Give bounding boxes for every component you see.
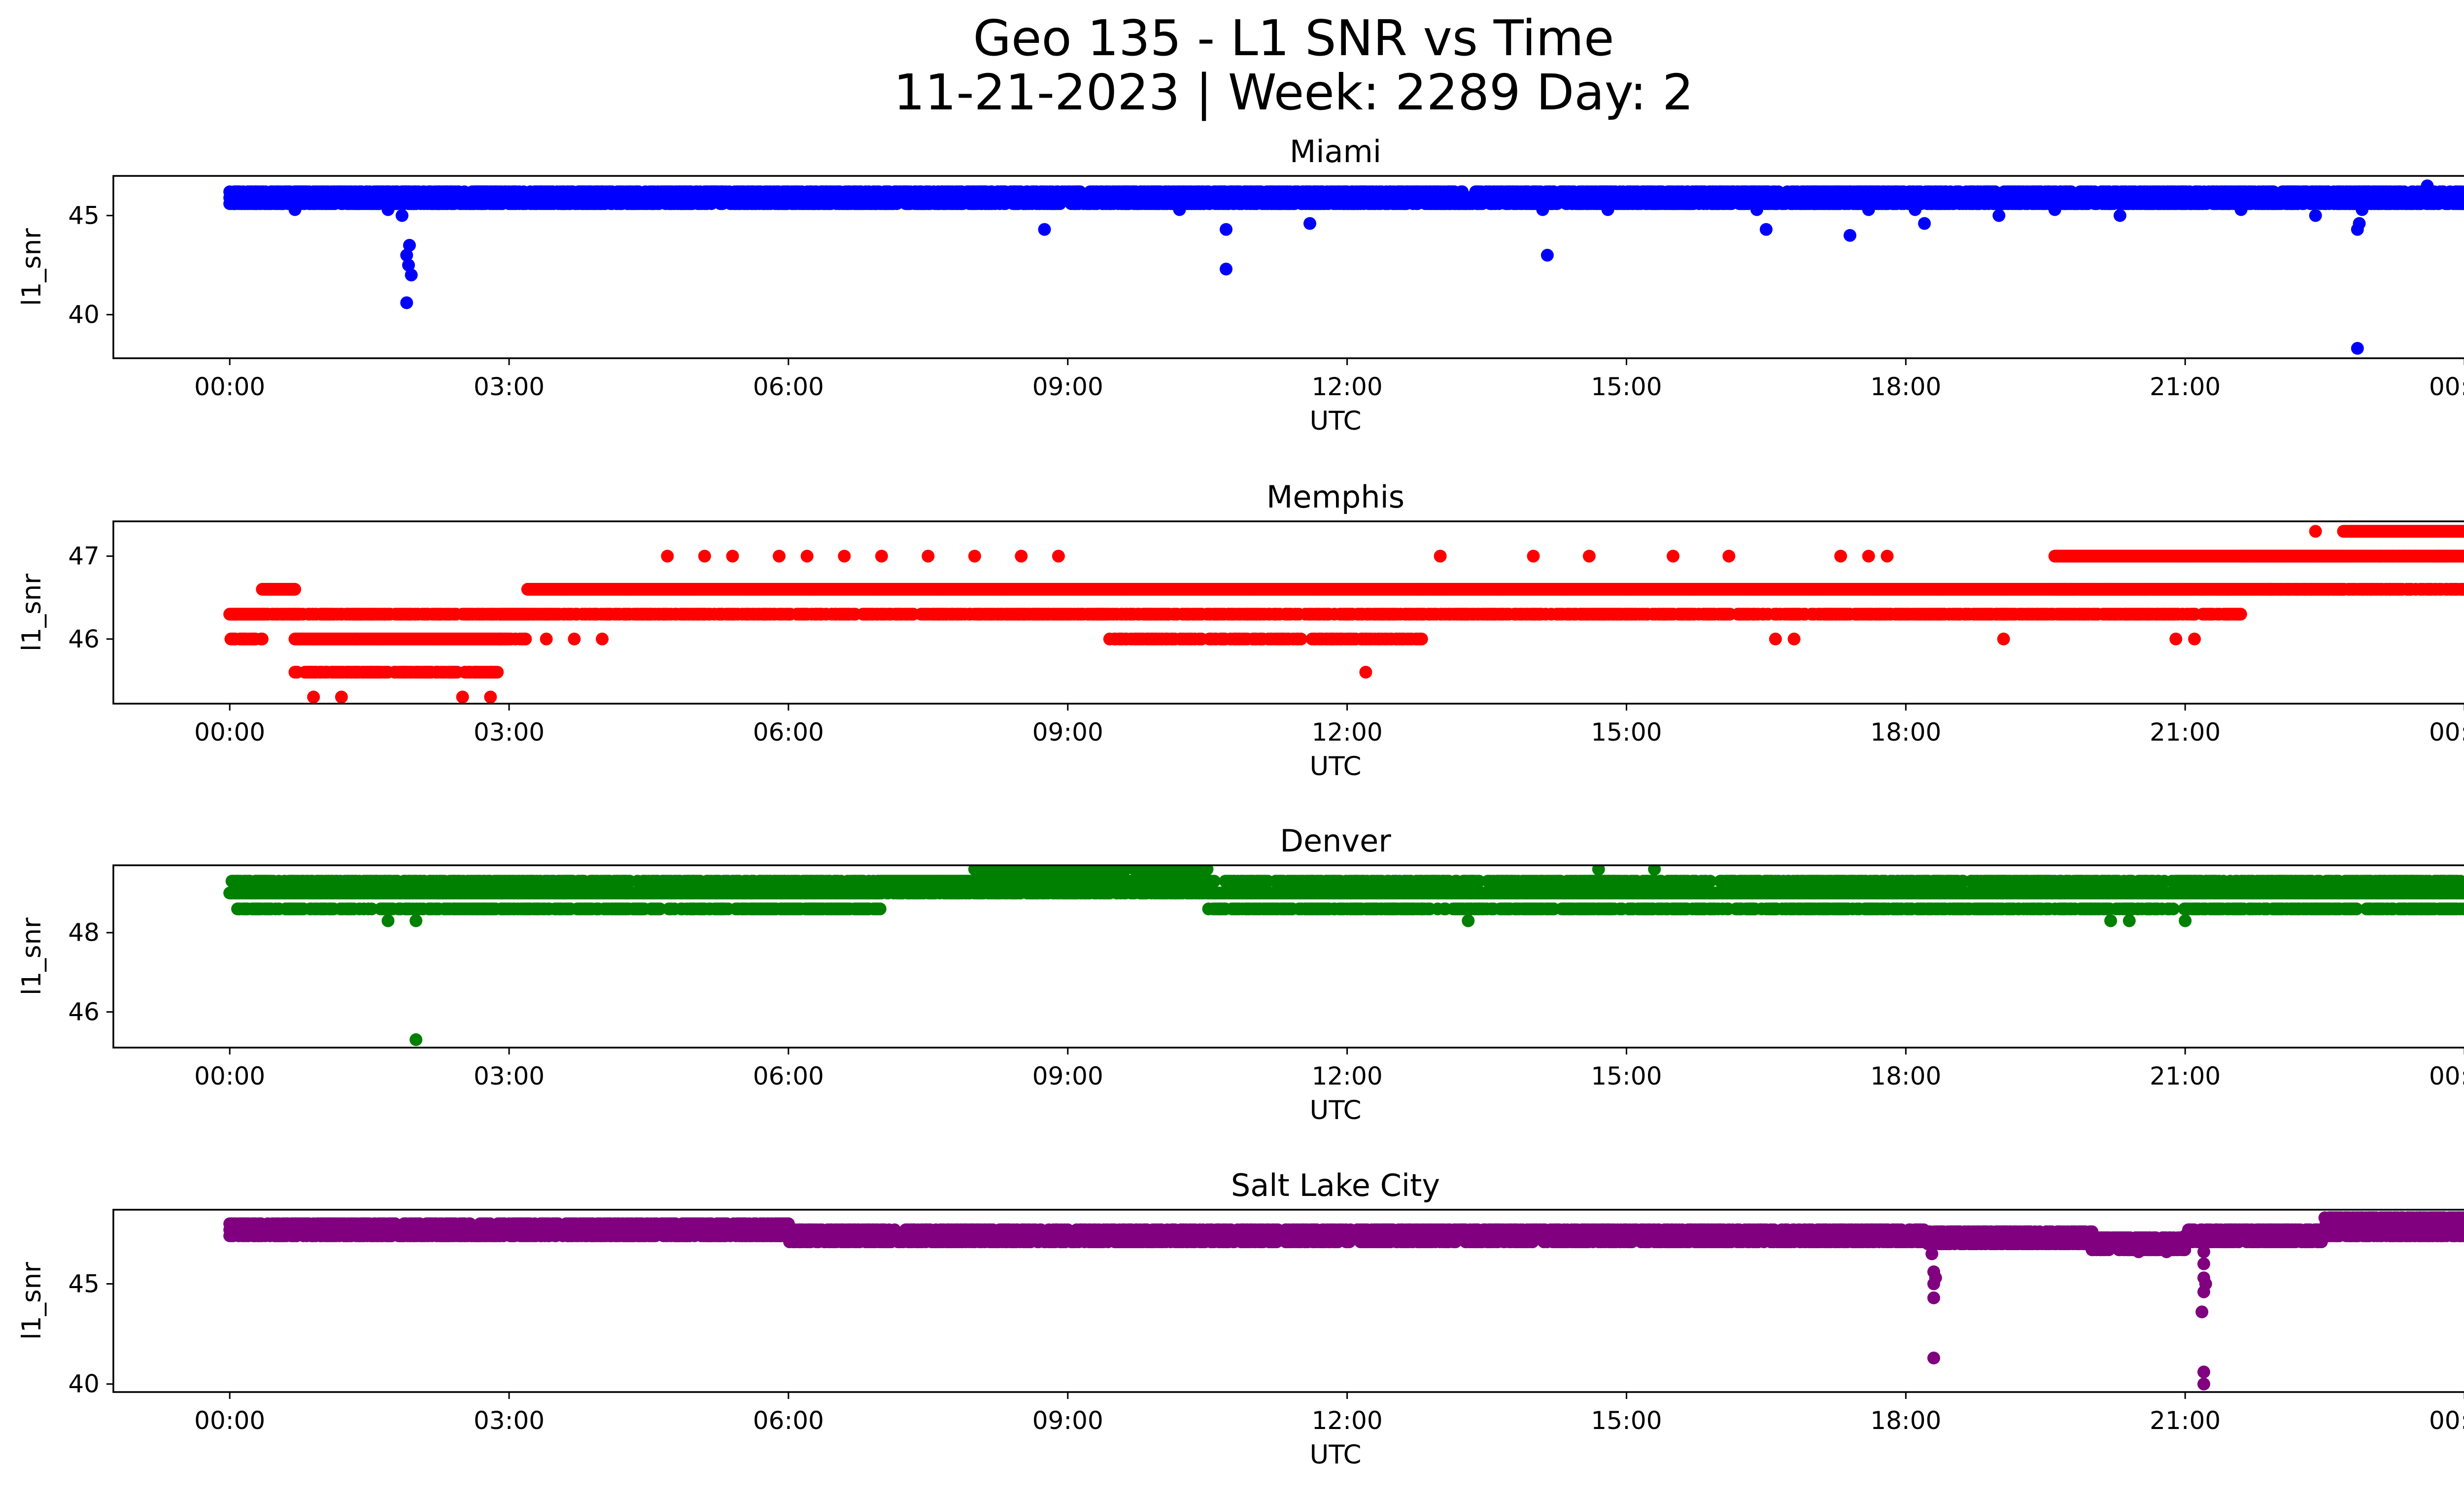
data-point [2421, 179, 2434, 192]
data-point [2114, 209, 2126, 222]
data-point [1862, 203, 1875, 216]
data-point [1760, 223, 1773, 236]
data-point [381, 203, 394, 216]
x-tick-label: 03:00 [474, 373, 545, 401]
data-point [256, 633, 269, 646]
x-tick-label: 00:00 [2429, 373, 2464, 401]
data-point [1536, 203, 1549, 216]
data-point [1456, 185, 1469, 198]
x-tick-label: 00:00 [194, 373, 265, 401]
x-tick-label: 15:00 [1591, 373, 1662, 401]
data-point [1602, 203, 1614, 216]
data-point [2351, 342, 2364, 355]
y-axis-label: l1_snr [17, 228, 47, 306]
data-point [2235, 203, 2248, 216]
data-point [405, 269, 418, 281]
data-point [289, 203, 302, 216]
data-point [261, 197, 274, 210]
data-point [2353, 217, 2366, 230]
x-tick-label: 06:00 [753, 373, 824, 401]
data-point [491, 666, 504, 679]
data-point [1909, 203, 1921, 216]
data-point [1541, 249, 1554, 262]
x-tick-label: 12:00 [1312, 373, 1383, 401]
data-point [1220, 223, 1232, 236]
data-point [2356, 203, 2368, 216]
data-point [1992, 209, 2005, 222]
data-point [228, 197, 241, 210]
x-axis-label: UTC [1309, 406, 1361, 436]
data-point [2309, 209, 2322, 222]
data-point [1173, 203, 1186, 216]
x-tick-label: 21:00 [2150, 373, 2221, 401]
data-point [428, 185, 441, 198]
data-point [242, 197, 255, 210]
subplot-title: Miami [1290, 134, 1381, 170]
data-point [1038, 223, 1051, 236]
data-point [288, 583, 301, 596]
subplot-title: Memphis [1266, 479, 1404, 515]
data-point [540, 185, 553, 198]
chart-figure: Geo 135 - L1 SNR vs Time 11-21-2023 | We… [0, 0, 2464, 1495]
data-point [1844, 229, 1856, 242]
figure-title-line-2: 11-21-2023 | Week: 2289 Day: 2 [893, 64, 1693, 121]
data-point [1303, 217, 1316, 230]
data-point [519, 633, 532, 646]
data-point [1750, 203, 1763, 216]
data-point [2049, 203, 2061, 216]
data-point [1918, 217, 1931, 230]
data-point [403, 239, 416, 252]
data-point [400, 296, 413, 309]
data-point [615, 185, 627, 198]
data-point [2393, 185, 2406, 198]
data-point [1387, 185, 1400, 198]
figure-title-line-1: Geo 135 - L1 SNR vs Time [973, 9, 1614, 67]
data-point [1220, 263, 1232, 275]
figure: Geo 135 - L1 SNR vs Time 11-21-2023 | We… [0, 0, 2464, 1495]
x-tick-label: 18:00 [1870, 373, 1941, 401]
data-point [396, 209, 409, 222]
x-tick-label: 09:00 [1032, 373, 1103, 401]
y-tick-label: 40 [68, 301, 100, 329]
y-tick-label: 45 [68, 201, 100, 230]
